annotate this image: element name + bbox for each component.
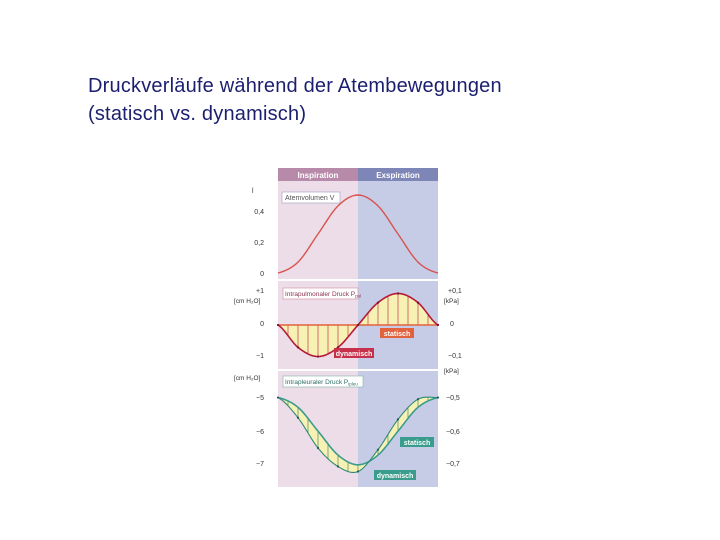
pul-dynamic-point-8 — [436, 323, 440, 327]
pul-static-label-box — [380, 328, 414, 338]
pleu-static-label: statisch — [404, 440, 430, 447]
header-expiration — [358, 168, 438, 181]
slide-title-line-1: Druckverläufe während der Atembewegungen — [88, 75, 502, 97]
header-inspiration — [278, 168, 358, 181]
slide-title: Druckverläufe während der Atembewegungen… — [88, 72, 688, 128]
pleu-tick-left-6: −6 — [256, 429, 264, 436]
pleu-dynamic-point-5 — [376, 448, 380, 451]
volume-panel: l 0 0,2 0,4 Atemvolumen V — [252, 188, 439, 278]
pul-dynamic-point-3 — [336, 346, 340, 349]
respiration-pressure-figure: Inspiration Exspiration l 0 0,2 0,4 Atem… — [228, 160, 478, 500]
pleu-dynamic-point-0 — [276, 396, 280, 399]
pleu-dynamic-point-4 — [356, 470, 360, 473]
pul-title: Intrapulmonaler Druck Ppul — [285, 291, 361, 299]
intrapleural-panel: [cm H₂O] [kPa] −5 −6 −7 −0,5 −0,6 −0,7 I… — [234, 368, 460, 480]
pleu-static-label-box — [400, 437, 434, 447]
volume-tick-0-4: 0,4 — [254, 209, 264, 216]
pul-title-box — [282, 287, 359, 300]
pleu-title-box — [282, 375, 364, 388]
pleu-tick-right-07: −0,7 — [446, 461, 460, 468]
slide-title-line-2: (statisch vs. dynamisch) — [88, 103, 307, 125]
pul-dynamic-label-box — [334, 348, 374, 358]
pul-tick-right-1: +0,1 — [448, 288, 462, 295]
pul-tick-left-m1: −1 — [256, 353, 264, 360]
pleu-dynamic-point-2 — [316, 446, 320, 450]
pul-dynamic-point-0 — [276, 323, 280, 327]
volume-tick-0: 0 — [260, 271, 264, 278]
pul-ylabel-right: [kPa] — [444, 298, 459, 305]
pleu-ylabel-left: [cm H₂O] — [234, 375, 261, 382]
volume-ylabel: l — [252, 188, 254, 195]
pul-ylabel-left: [cm H₂O] — [234, 298, 261, 305]
pul-tick-left-1: +1 — [256, 288, 264, 295]
intrapleural-hatch — [287, 397, 429, 472]
pleu-tick-left-7: −7 — [256, 461, 264, 468]
pleu-dynamic-label: dynamisch — [377, 473, 414, 480]
pleu-dynamic-point-8 — [436, 396, 440, 399]
pul-dynamic-label: dynamisch — [336, 351, 373, 358]
respiration-chart: Inspiration Exspiration l 0 0,2 0,4 Atem… — [234, 168, 462, 487]
pul-tick-left-0: 0 — [260, 321, 264, 328]
pul-dynamic-point-2 — [316, 355, 320, 358]
pul-dynamic-point-4 — [356, 323, 360, 327]
volume-curve — [277, 194, 439, 274]
pleu-tick-left-5: −5 — [256, 395, 264, 402]
volume-title: Atemvolumen V — [285, 195, 335, 202]
pleu-title: Intrapleuraler Druck Pipleu — [285, 379, 358, 387]
pleu-ylabel-right: [kPa] — [444, 368, 459, 375]
header-inspiration-label: Inspiration — [298, 171, 339, 180]
pul-dynamic-point-6 — [396, 292, 400, 295]
volume-tick-0-2: 0,2 — [254, 240, 264, 247]
intrapulmonary-panel: [cm H₂O] [kPa] +1 0 −1 +0,1 0 −0,1 Intra… — [234, 287, 462, 360]
intrapleural-static-curve — [277, 396, 439, 466]
pleu-dynamic-point-3 — [336, 465, 340, 468]
pleu-dynamic-label-box — [374, 470, 416, 480]
pul-dynamic-point-7 — [416, 301, 420, 304]
pul-dynamic-point-1 — [296, 346, 300, 349]
pul-tick-right-0: 0 — [450, 321, 454, 328]
pleu-tick-right-06: −0,6 — [446, 429, 460, 436]
pul-dynamic-point-5 — [376, 301, 380, 304]
pleu-dynamic-point-6 — [396, 418, 400, 421]
intrapulmonary-hatch — [287, 293, 429, 357]
pleu-dynamic-point-1 — [296, 416, 300, 419]
pleu-dynamic-point-7 — [416, 398, 420, 401]
pul-static-label: statisch — [384, 331, 410, 338]
header-expiration-label: Exspiration — [376, 171, 420, 180]
volume-title-box — [281, 191, 341, 204]
pleu-tick-right-05: −0,5 — [446, 395, 460, 402]
pul-tick-right-m1: −0,1 — [448, 353, 462, 360]
